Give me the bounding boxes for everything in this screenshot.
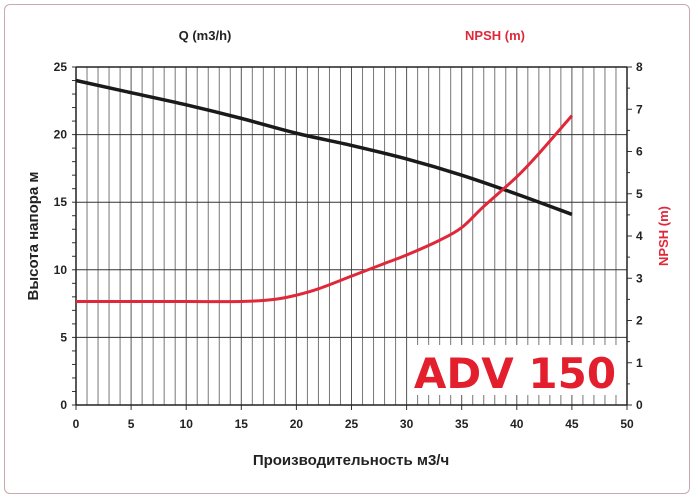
y2-tick-label: 3 — [636, 271, 643, 285]
x-tick-label: 50 — [620, 417, 634, 431]
y2-axis-label: NPSH (m) — [656, 206, 671, 266]
y2-tick-label: 1 — [636, 356, 643, 370]
y2-tick-label: 8 — [636, 60, 643, 74]
model-annotation: ADV 150 — [414, 349, 616, 398]
x-tick-label: 0 — [73, 417, 80, 431]
y-tick-label: 10 — [54, 263, 68, 277]
x-tick-label: 10 — [180, 417, 194, 431]
y-tick-label: 15 — [54, 195, 68, 209]
y2-tick-label: 4 — [636, 229, 643, 243]
x-tick-label: 20 — [290, 417, 304, 431]
top-label-npsh: NPSH (m) — [465, 28, 525, 43]
curves — [75, 78, 574, 304]
y2-tick-label: 5 — [636, 187, 643, 201]
x-tick-label: 5 — [128, 417, 135, 431]
y2-tick-label: 7 — [636, 102, 643, 116]
npsh-curve — [76, 114, 574, 304]
x-tick-label: 15 — [235, 417, 249, 431]
chart-frame — [4, 4, 690, 494]
y2-tick-label: 6 — [636, 145, 643, 159]
y-tick-label: 5 — [60, 330, 67, 344]
y-tick-label: 25 — [54, 60, 68, 74]
x-axis-label: Производительность м3/ч — [253, 452, 449, 469]
top-label-flow: Q (m3/h) — [179, 28, 232, 43]
head-curve — [75, 78, 573, 217]
y-tick-label: 20 — [54, 128, 68, 142]
y2-tick-label: 0 — [636, 398, 643, 412]
x-tick-label: 35 — [455, 417, 469, 431]
x-tick-label: 45 — [565, 417, 579, 431]
y-tick-label: 0 — [60, 398, 67, 412]
y-axis-label: Высота напора м — [25, 171, 42, 300]
annotation-bg — [410, 345, 622, 395]
x-tick-label: 25 — [345, 417, 359, 431]
x-tick-label: 30 — [400, 417, 414, 431]
x-tick-label: 40 — [510, 417, 524, 431]
y2-tick-label: 2 — [636, 314, 643, 328]
